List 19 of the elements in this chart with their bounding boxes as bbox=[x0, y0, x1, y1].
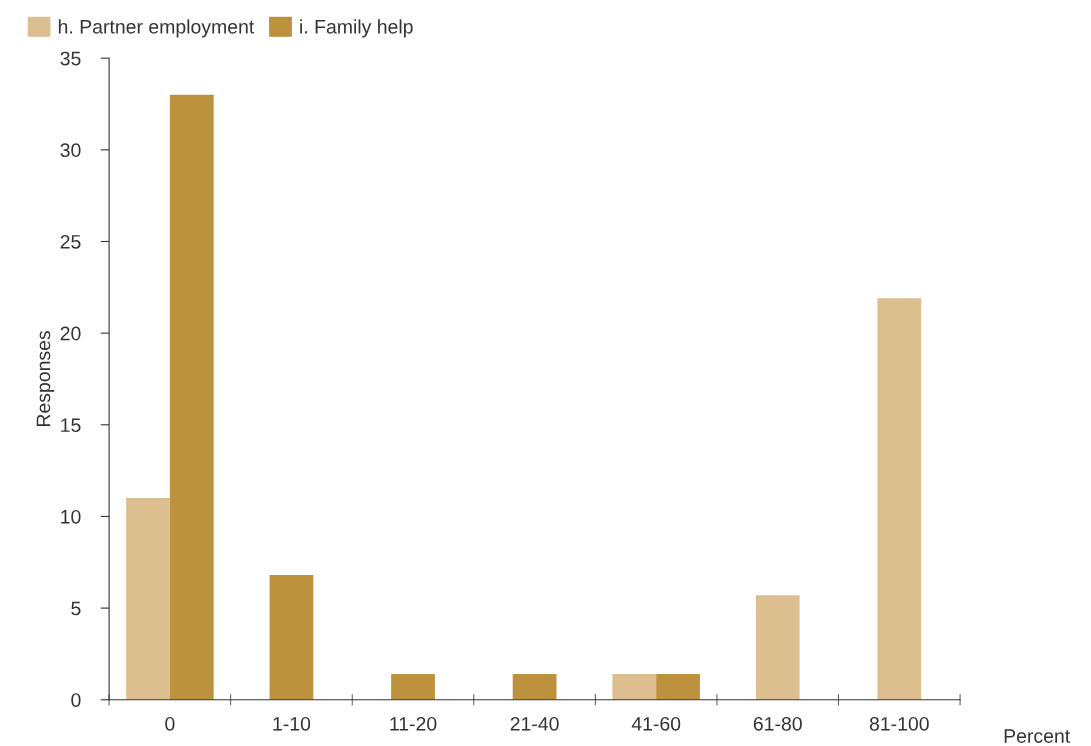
y-tick-label: 30 bbox=[60, 143, 81, 158]
legend-label: h. Partner employment bbox=[58, 19, 255, 38]
x-tick-label: 1-10 bbox=[273, 716, 311, 731]
x-tick-label: 81-100 bbox=[869, 716, 929, 731]
y-tick-label: 15 bbox=[61, 418, 81, 433]
y-tick-label: 35 bbox=[60, 51, 81, 66]
x-tick-label: 21-40 bbox=[510, 716, 559, 731]
x-tick-label: 41-60 bbox=[631, 716, 681, 731]
x-tick-label: 11-20 bbox=[390, 716, 437, 731]
y-tick-label: 5 bbox=[71, 601, 81, 616]
y-tick-label: 25 bbox=[60, 234, 81, 249]
x-tick-label: 61-80 bbox=[753, 716, 802, 731]
y-tick-label: 20 bbox=[60, 326, 81, 341]
x-tick-label: 0 bbox=[165, 716, 175, 731]
y-axis-title: Responses bbox=[36, 331, 55, 427]
x-axis-title: Percent bbox=[1004, 729, 1071, 743]
legend-label: i. Family help bbox=[300, 19, 413, 38]
y-tick-label: 0 bbox=[71, 693, 81, 707]
y-tick-label: 10 bbox=[61, 509, 81, 524]
